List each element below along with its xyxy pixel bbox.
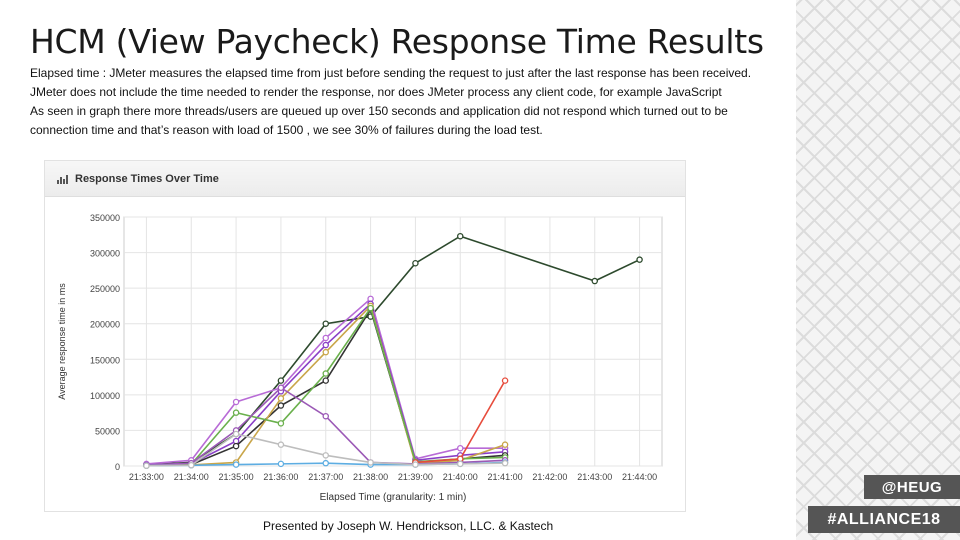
data-point bbox=[591, 277, 599, 285]
data-point bbox=[277, 402, 285, 409]
x-tick-label: 21:41:00 bbox=[488, 472, 523, 482]
data-point bbox=[232, 409, 240, 416]
y-tick-label: 350000 bbox=[90, 213, 120, 223]
chart-axes: 350000 300000 250000 200000 150000 100000 5000… bbox=[57, 213, 657, 503]
x-tick-label: 21:38:00 bbox=[353, 472, 388, 482]
chart-series bbox=[143, 232, 643, 469]
y-tick-label: 250000 bbox=[90, 284, 120, 294]
data-point bbox=[367, 459, 374, 466]
data-point bbox=[277, 377, 285, 384]
chart-grid bbox=[123, 216, 663, 467]
y-tick-label: 300000 bbox=[90, 249, 120, 259]
data-point bbox=[456, 232, 464, 240]
data-point bbox=[322, 452, 329, 459]
data-point bbox=[456, 444, 464, 452]
data-point bbox=[277, 460, 285, 468]
x-tick-label: 21:33:00 bbox=[129, 472, 164, 482]
response-times-chart: 350000 300000 250000 200000 150000 100000 5000… bbox=[57, 213, 663, 503]
y-tick-label: 200000 bbox=[90, 320, 120, 330]
slide-body: Elapsed time : JMeter measures the elaps… bbox=[30, 64, 770, 140]
series-line bbox=[146, 235, 640, 466]
data-point bbox=[322, 334, 329, 342]
x-tick-label: 21:40:00 bbox=[443, 472, 478, 482]
x-tick-label: 21:43:00 bbox=[577, 472, 612, 482]
plot-area bbox=[123, 216, 663, 467]
response-times-chart-panel: Response Times Over Time 350000 300000 250… bbox=[44, 160, 686, 512]
data-point bbox=[232, 461, 240, 468]
x-tick-label: 21:39:00 bbox=[398, 472, 433, 482]
data-point bbox=[636, 256, 643, 263]
data-point bbox=[501, 459, 509, 467]
data-point bbox=[322, 320, 329, 327]
x-axis-label: Elapsed Time (granularity: 1 min) bbox=[320, 492, 467, 503]
slide-title: HCM (View Paycheck) Response Time Result… bbox=[30, 22, 764, 61]
x-tick-label: 21:36:00 bbox=[263, 472, 298, 482]
data-point bbox=[412, 259, 419, 267]
data-point bbox=[322, 370, 329, 377]
heug-tag: @HEUG bbox=[864, 475, 960, 499]
data-point bbox=[277, 441, 285, 448]
alliance-tag: #ALLIANCE18 bbox=[808, 506, 960, 533]
y-tick-label: 100000 bbox=[90, 391, 120, 401]
decorative-pattern-panel bbox=[796, 0, 960, 540]
data-point bbox=[232, 398, 240, 406]
data-point bbox=[277, 384, 285, 391]
data-point bbox=[322, 377, 329, 384]
bar-chart-icon bbox=[57, 174, 68, 184]
y-tick-label: 0 bbox=[115, 462, 120, 472]
data-point bbox=[322, 412, 329, 420]
data-point bbox=[232, 442, 240, 450]
chart-panel-title: Response Times Over Time bbox=[75, 172, 219, 185]
data-point bbox=[277, 420, 285, 427]
data-point bbox=[501, 377, 509, 384]
y-axis-label: Average response time in ms bbox=[57, 283, 67, 400]
data-point bbox=[412, 461, 419, 468]
data-point bbox=[367, 304, 374, 312]
data-point bbox=[277, 395, 285, 402]
x-tick-label: 21:35:00 bbox=[219, 472, 254, 482]
data-point bbox=[232, 430, 240, 438]
x-tick-label: 21:34:00 bbox=[174, 472, 209, 482]
x-tick-label: 21:42:00 bbox=[532, 472, 567, 482]
chart-header: Response Times Over Time bbox=[45, 161, 685, 197]
data-point bbox=[322, 348, 329, 356]
x-tick-label: 21:37:00 bbox=[308, 472, 343, 482]
y-tick-label: 50000 bbox=[95, 426, 120, 436]
data-point bbox=[322, 341, 329, 349]
data-point bbox=[501, 441, 509, 448]
x-tick-label: 21:44:00 bbox=[622, 472, 657, 482]
elapsed-time-paragraph: Elapsed time : JMeter measures the elaps… bbox=[30, 66, 752, 99]
data-point bbox=[187, 461, 195, 469]
observation-paragraph: As seen in graph there more threads/user… bbox=[30, 104, 728, 137]
y-tick-label: 150000 bbox=[90, 355, 120, 365]
data-point bbox=[143, 462, 150, 469]
presenter-footer: Presented by Joseph W. Hendrickson, LLC.… bbox=[263, 519, 554, 533]
data-point bbox=[456, 460, 464, 468]
data-point bbox=[322, 459, 329, 467]
